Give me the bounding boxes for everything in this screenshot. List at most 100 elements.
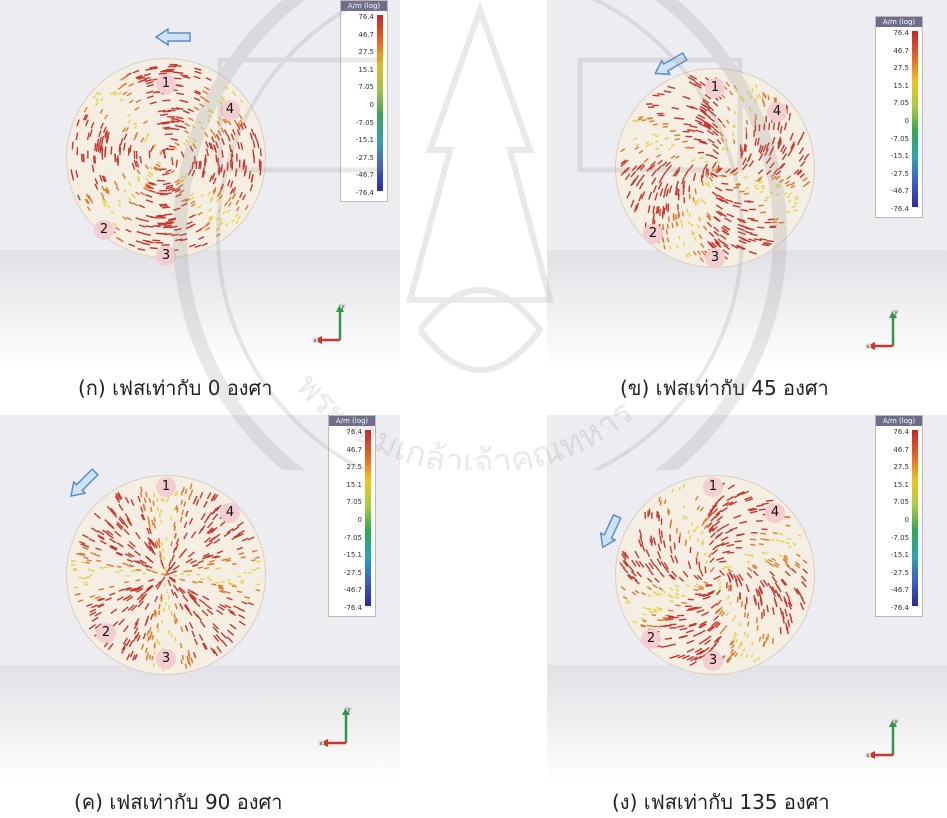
field-vector [124,582,129,583]
field-vector [124,529,129,535]
field-vector [655,148,659,150]
field-vector [198,561,204,563]
field-vector [781,541,784,542]
field-vector [706,155,713,156]
field-vector [795,196,798,198]
field-vector [756,84,757,87]
field-vector [700,142,708,144]
field-vector [253,149,254,157]
field-vector [148,579,154,581]
field-vector [759,191,762,192]
field-vector [199,237,205,240]
field-vector [715,187,722,191]
field-vector [740,96,742,99]
field-vector [685,147,690,148]
field-vector [95,548,101,550]
field-vector [195,245,201,247]
field-vector [129,83,134,86]
field-vector [157,623,158,628]
field-vector [145,138,148,141]
field-vector [731,649,734,653]
field-vector [695,189,696,194]
field-vector [784,517,789,518]
field-vector [165,214,173,215]
field-vector [228,180,230,187]
field-vector [231,134,233,140]
field-vector [753,571,758,576]
field-vector [200,621,205,627]
field-vector [743,158,747,165]
field-vector [207,119,209,121]
field-vector [799,155,803,161]
field-vector [796,554,800,557]
field-vector [154,517,155,522]
field-vector [625,602,629,604]
field-vector [726,82,729,86]
field-vector [154,523,155,528]
field-vector [747,561,750,563]
field-vector [241,557,246,558]
port-3: 3 [156,246,176,266]
field-vector [132,163,134,169]
field-vector [739,521,747,523]
field-vector [184,142,186,145]
field-vector [703,597,711,600]
field-vector [721,183,728,184]
field-vector [693,633,700,636]
field-vector [713,144,719,149]
field-vector [746,654,747,657]
field-vector [779,594,782,601]
field-vector [149,522,151,528]
field-vector [698,589,704,590]
field-vector [683,242,684,245]
field-vector [170,226,178,227]
field-vector [709,232,713,237]
field-vector [91,605,97,608]
field-vector [190,484,192,489]
field-vector [200,161,201,169]
field-vector [667,224,668,229]
field-vector [652,178,656,185]
field-vector [734,172,738,175]
field-vector [126,639,130,645]
legend-tick: 27.5 [893,64,909,72]
field-vector [686,254,688,258]
field-vector [734,111,736,114]
field-vector [762,187,765,188]
field-vector [689,194,690,200]
field-vector [669,510,670,515]
field-vector [752,642,753,646]
field-vector [194,601,200,606]
field-vector [138,80,144,82]
field-vector [745,188,749,189]
field-vector [90,553,95,555]
field-vector [787,627,788,634]
field-vector [713,150,719,155]
field-vector [253,140,255,147]
field-vector [699,595,706,596]
field-vector [671,156,675,159]
field-vector [656,136,660,137]
field-vector [164,225,172,226]
field-vector [722,124,725,128]
field-vector [192,170,195,176]
field-vector [676,181,678,189]
field-vector [780,608,782,616]
field-vector [93,95,96,98]
field-vector [679,212,680,217]
field-vector [110,92,113,94]
field-vector [687,209,688,213]
field-vector [796,198,799,199]
field-vector [801,597,805,604]
field-vector [675,556,678,564]
field-vector [146,492,147,497]
legend-tick: -7.05 [356,119,374,127]
field-vector [146,135,148,137]
field-vector [763,98,764,103]
field-vector [232,586,237,587]
field-vector [146,195,152,197]
field-vector [709,117,715,121]
field-vector [786,525,791,526]
field-vector [239,609,245,612]
field-vector [754,595,755,602]
